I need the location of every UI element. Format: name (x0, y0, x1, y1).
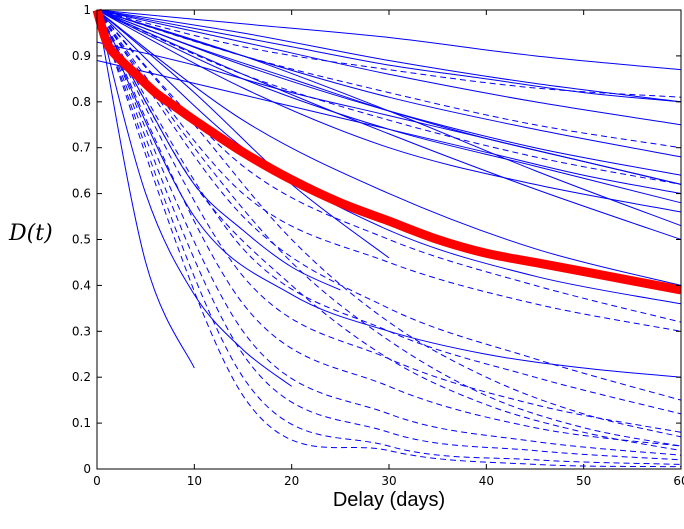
individual-dashed-curve-6 (96, 9, 682, 401)
y-tick-label: 0.5 (72, 233, 91, 247)
individual-solid-curve-6 (96, 9, 682, 204)
x-tick-label: 20 (284, 474, 299, 488)
individual-solid-curve-7 (96, 9, 682, 213)
y-axis-title: D(t) (8, 221, 53, 246)
individual-solid-curve-11 (96, 9, 390, 259)
individual-solid-curve-10 (96, 9, 682, 240)
y-tick-label: 0.9 (72, 49, 91, 63)
individual-solid-curve-1 (96, 9, 682, 71)
x-tick-label: 30 (381, 474, 396, 488)
x-tick-label: 40 (479, 474, 494, 488)
y-tick-label: 0.2 (72, 370, 91, 384)
individual-dashed-curve-7 (96, 9, 682, 415)
individual-solid-curve-20 (96, 9, 682, 227)
individual-solid-curve-12 (96, 9, 682, 103)
individual-solid-curve-9 (96, 9, 682, 305)
y-axis-ticks: 0 0.1 0.2 0.3 0.4 0.5 0.6 0.7 0.8 0.9 1 (72, 3, 681, 476)
y-tick-label: 0.4 (72, 278, 91, 292)
individual-solid-curve-2 (96, 9, 682, 103)
average-curve (92, 8, 682, 295)
individual-dashed-curve-13 (96, 9, 682, 468)
individual-dashed-curve-2 (96, 9, 682, 149)
y-tick-label: 0 (83, 462, 91, 476)
y-tick-label: 0.7 (72, 141, 91, 155)
individual-dashed-curves (96, 9, 682, 468)
y-tick-label: 0.3 (72, 324, 91, 338)
individual-dashed-curve-8 (96, 9, 682, 433)
y-tick-label: 0.6 (72, 187, 91, 201)
y-tick-label: 1 (83, 3, 91, 17)
individual-dashed-curve-14 (96, 9, 682, 438)
individual-dashed-curve-16 (96, 9, 682, 452)
individual-solid-curve-16 (96, 9, 195, 369)
individual-dashed-curve-9 (96, 9, 682, 447)
individual-dashed-curve-3 (96, 9, 682, 185)
individual-solid-curve-18 (96, 41, 682, 185)
individual-dashed-curve-15 (96, 9, 682, 447)
individual-solid-curve-8 (96, 9, 682, 286)
individual-dashed-curve-5 (96, 9, 682, 332)
x-axis-ticks: 0 10 20 30 40 50 60 (93, 10, 684, 488)
y-tick-label: 0.1 (72, 416, 91, 430)
x-tick-label: 50 (576, 474, 591, 488)
x-tick-label: 10 (187, 474, 202, 488)
x-tick-label: 60 (673, 474, 684, 488)
individual-dashed-curve-10 (96, 9, 682, 456)
individual-solid-curves (96, 9, 682, 387)
individual-dashed-curve-1 (96, 9, 682, 98)
individual-solid-curve-3 (96, 9, 682, 126)
x-tick-label: 0 (93, 474, 101, 488)
x-axis-title: Delay (days) (333, 489, 445, 511)
individual-solid-curve-15 (96, 9, 293, 387)
individual-dashed-curve-12 (96, 9, 682, 465)
y-tick-label: 0.8 (72, 95, 91, 109)
individual-solid-curve-19 (96, 60, 682, 195)
individual-solid-curve-14 (96, 9, 682, 378)
individual-solid-curve-13 (96, 9, 341, 291)
average-discount-curve (92, 8, 682, 295)
individual-dashed-curve-11 (96, 9, 682, 461)
